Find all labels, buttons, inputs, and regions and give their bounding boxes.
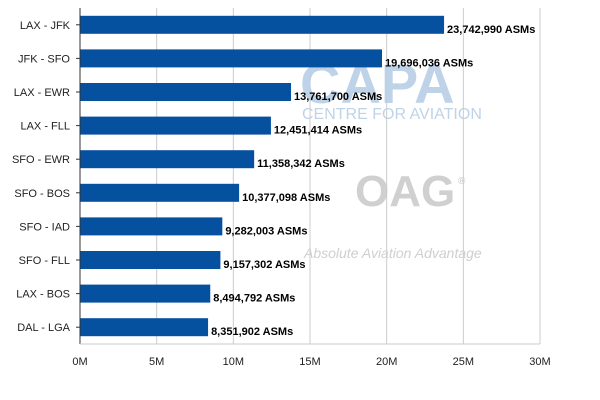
bar — [80, 183, 240, 202]
bar — [80, 318, 209, 337]
x-tick-label: 15M — [299, 356, 320, 368]
x-tick-label: 10M — [223, 356, 244, 368]
data-label: 13,761,700 ASMs — [294, 91, 382, 103]
axes — [76, 8, 540, 345]
x-tick-label: 5M — [149, 356, 164, 368]
category-label: SFO - IAD — [19, 221, 70, 233]
bar — [80, 15, 445, 34]
data-label: 8,494,792 ASMs — [213, 293, 295, 305]
bar — [80, 251, 221, 269]
x-tick-label: 20M — [376, 356, 397, 368]
bar — [80, 83, 292, 101]
category-label: LAX - FLL — [20, 121, 70, 133]
data-label: 23,742,990 ASMs — [447, 24, 535, 36]
x-tick-label: 25M — [453, 356, 474, 368]
oag-watermark-tagline: Absolute Aviation Advantage — [303, 245, 482, 261]
oag-watermark-registered: ® — [458, 176, 466, 187]
data-label: 9,282,003 ASMs — [225, 225, 307, 237]
data-label: 11,358,342 ASMs — [257, 158, 345, 170]
watermarks: CAPA CENTRE FOR AVIATION OAG ® Absolute … — [300, 52, 482, 261]
capa-watermark-subtitle: CENTRE FOR AVIATION — [302, 106, 482, 123]
x-tick-label: 30M — [529, 356, 550, 368]
labels: 0M 5M 10M 15M 20M 25M 30M LAX - JFK 23,742,990 A… — [12, 20, 551, 368]
category-label: SFO - BOS — [14, 188, 70, 200]
category-label: LAX - BOS — [16, 289, 70, 301]
data-label: 12,451,414 ASMs — [274, 125, 362, 137]
data-label: 8,351,902 ASMs — [211, 326, 293, 338]
bar — [80, 116, 271, 135]
data-label: 9,157,302 ASMs — [223, 259, 305, 271]
bar — [80, 49, 383, 68]
bars — [80, 15, 445, 337]
category-label: JFK - SFO — [18, 53, 70, 65]
category-label: DAL - LGA — [17, 322, 70, 334]
data-label: 10,377,098 ASMs — [242, 192, 330, 204]
bar — [80, 217, 223, 236]
data-label: 19,696,036 ASMs — [385, 57, 473, 69]
category-label: SFO - FLL — [19, 255, 70, 267]
category-label: SFO - EWR — [12, 154, 70, 166]
category-label: LAX - EWR — [14, 87, 70, 99]
bar — [80, 284, 211, 303]
category-label: LAX - JFK — [20, 20, 71, 32]
bar — [80, 150, 255, 169]
oag-watermark-title: OAG — [355, 167, 455, 216]
x-tick-label: 0M — [72, 356, 87, 368]
